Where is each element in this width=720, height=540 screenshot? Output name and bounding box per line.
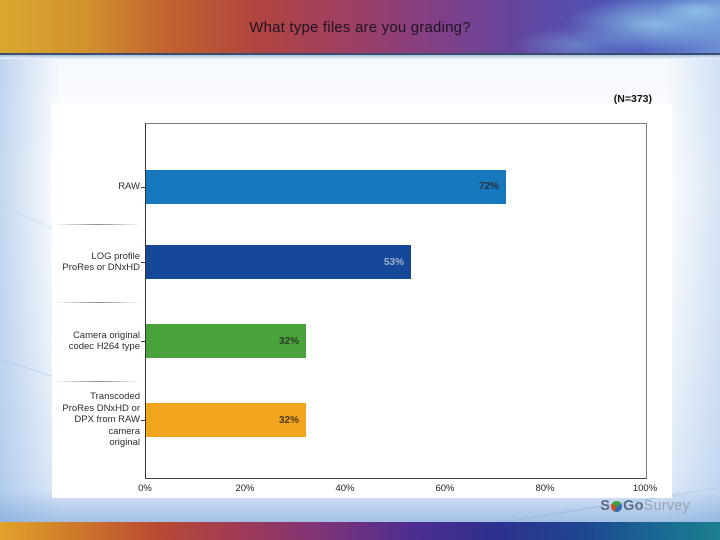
logo-text-survey: Survey bbox=[643, 498, 690, 514]
bar-value-label: 32% bbox=[278, 335, 299, 347]
sogosurvey-logo: S Go Survey bbox=[600, 497, 690, 515]
logo-text-go: Go bbox=[623, 498, 644, 514]
bar: 72% bbox=[146, 169, 506, 204]
bar-chart: RAW 72% LOG profile ProRes or DNxHD 53% Came… bbox=[52, 103, 672, 498]
slide-title: What type files are you grading? bbox=[249, 19, 471, 36]
category-tick-mark bbox=[141, 186, 145, 188]
category-label: LOG profile ProRes or DNxHD bbox=[62, 250, 140, 274]
right-edge-decoration bbox=[665, 59, 720, 522]
category-tick-mark bbox=[141, 420, 145, 421]
bar: 32% bbox=[146, 324, 306, 358]
category-separator bbox=[54, 380, 142, 382]
chart-container: RAW 72% LOG profile ProRes or DNxHD 53% Came… bbox=[52, 103, 672, 498]
bar-value-label: 32% bbox=[278, 414, 299, 426]
banner-divider-light bbox=[0, 55, 720, 59]
category-separator bbox=[54, 224, 142, 226]
category-label: RAW bbox=[118, 180, 140, 192]
left-edge-decoration bbox=[0, 59, 60, 522]
bottom-gradient-bar bbox=[0, 522, 720, 540]
category-label: Transcoded ProRes DNxHD or DPX from RAW … bbox=[62, 391, 140, 449]
slide-title-banner: What type files are you grading? bbox=[0, 0, 720, 53]
x-axis-tick-label: 80% bbox=[535, 483, 555, 494]
pie-chart-icon bbox=[611, 500, 623, 512]
logo-text-s: S bbox=[600, 498, 611, 514]
x-axis-tick-label: 40% bbox=[335, 483, 355, 494]
x-axis-tick-label: 0% bbox=[138, 483, 152, 494]
bar: 32% bbox=[146, 403, 306, 437]
x-axis-tick-label: 100% bbox=[632, 483, 658, 494]
bar: 53% bbox=[146, 245, 411, 279]
banner-divider-dark bbox=[0, 53, 720, 55]
bar-value-label: 53% bbox=[383, 256, 404, 268]
sample-size-label: (N=373) bbox=[613, 93, 652, 105]
bar-value-label: 72% bbox=[478, 181, 499, 192]
category-tick-mark bbox=[141, 341, 145, 342]
category-label: Camera original codec H264 type bbox=[68, 329, 140, 353]
category-separator bbox=[54, 301, 142, 303]
category-tick-mark bbox=[141, 262, 145, 263]
x-axis-tick-label: 60% bbox=[435, 483, 455, 494]
x-axis-tick-label: 20% bbox=[235, 483, 255, 494]
